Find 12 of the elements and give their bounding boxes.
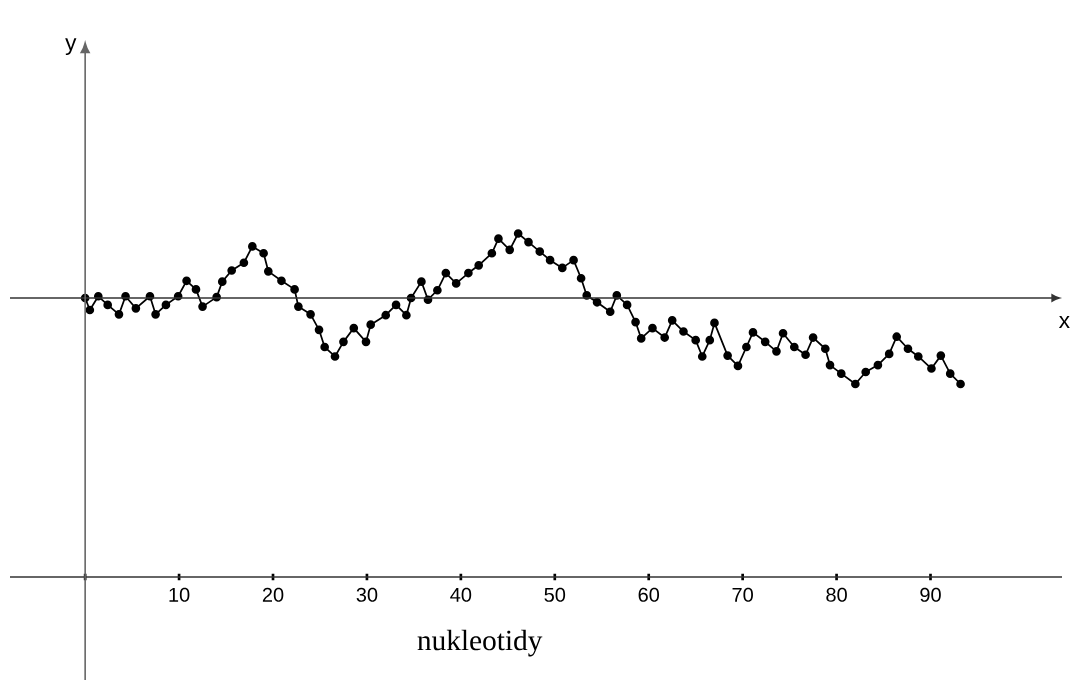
x-tick-label: 10 [169, 587, 190, 602]
x-tick-label: 60 [638, 587, 660, 602]
x-tick-label: 20 [262, 587, 284, 602]
x-tick-label: 70 [732, 587, 753, 602]
x-axis-title: nukleotidy [417, 629, 543, 657]
x-tick-label: 30 [356, 587, 378, 602]
annotation: x [1058, 316, 1070, 328]
x-tick-label: 40 [450, 587, 472, 602]
x-tick-label: 80 [826, 587, 847, 602]
x-tick-label: 50 [544, 587, 566, 602]
text: y [65, 38, 77, 55]
x-tick-label: 90 [920, 587, 941, 602]
